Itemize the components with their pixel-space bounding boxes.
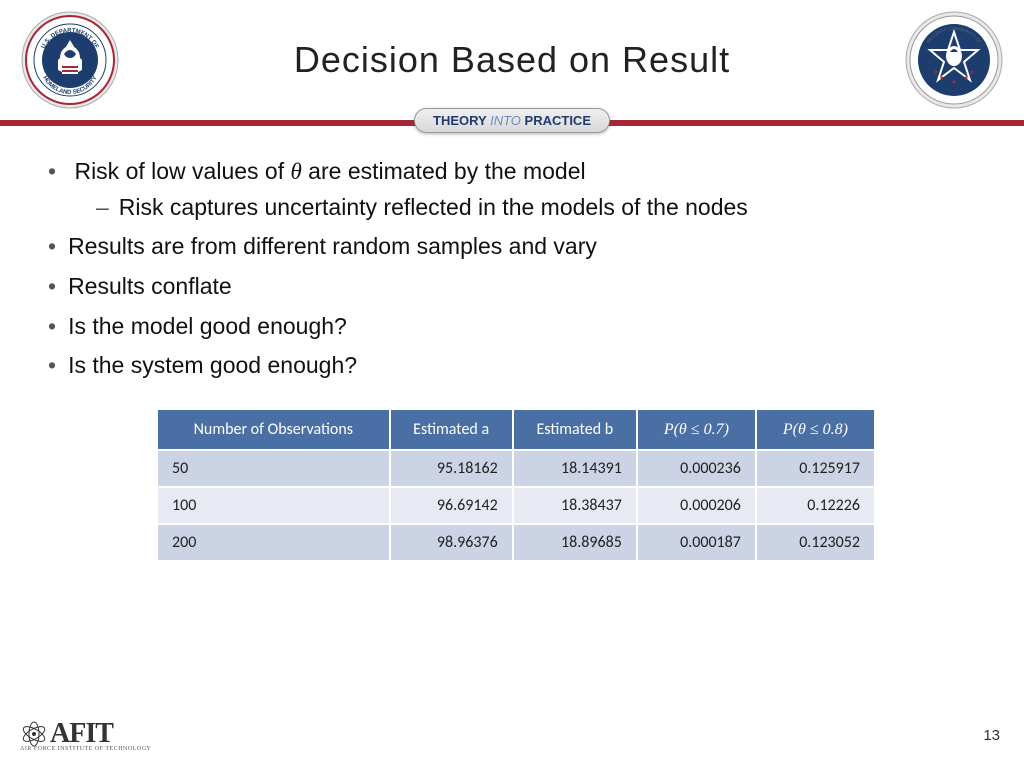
page-number: 13 [983,727,1000,744]
content-area: Risk of low values of θ are estimated by… [0,126,1024,572]
bullet-5: Is the system good enough? [72,348,984,384]
col-p07: P(θ ≤ 0.7) [637,409,756,450]
dhs-seal-icon: U.S. DEPARTMENT OF HOMELAND SECURITY [20,10,120,110]
table-header-row: Number of Observations Estimated a Estim… [157,409,875,450]
divider-bar: THEORY INTO PRACTICE [0,120,1024,126]
afit-logo: AFIT AIR FORCE INSTITUTE OF TECHNOLOGY [20,718,151,752]
community-seal-icon: SECURITY COMMUNITY OF [904,10,1004,110]
bullet-1-sub: Risk captures uncertainty reflected in t… [118,190,984,226]
col-observations: Number of Observations [157,409,390,450]
bullet-3: Results conflate [72,269,984,305]
bullet-1: Risk of low values of θ are estimated by… [72,154,984,225]
atom-icon [20,720,48,748]
badge-into: INTO [490,113,521,128]
table-row: 100 96.69142 18.38437 0.000206 0.12226 [157,487,875,524]
bullet-4: Is the model good enough? [72,309,984,345]
badge-practice: PRACTICE [525,113,591,128]
footer: AFIT AIR FORCE INSTITUTE OF TECHNOLOGY 1… [0,706,1024,756]
table-row: 200 98.96376 18.89685 0.000187 0.123052 [157,524,875,561]
bullet-list: Risk of low values of θ are estimated by… [48,154,984,384]
col-est-a: Estimated a [390,409,513,450]
slide-title: Decision Based on Result [294,39,730,81]
header: U.S. DEPARTMENT OF HOMELAND SECURITY Dec… [0,0,1024,120]
badge-theory: THEORY [433,113,486,128]
table-row: 50 95.18162 18.14391 0.000236 0.125917 [157,450,875,487]
bullet-2: Results are from different random sample… [72,229,984,265]
divider-badge: THEORY INTO PRACTICE [414,108,610,133]
afit-subtitle: AIR FORCE INSTITUTE OF TECHNOLOGY [20,746,151,752]
results-table: Number of Observations Estimated a Estim… [156,408,876,562]
col-p08: P(θ ≤ 0.8) [756,409,875,450]
col-est-b: Estimated b [513,409,637,450]
